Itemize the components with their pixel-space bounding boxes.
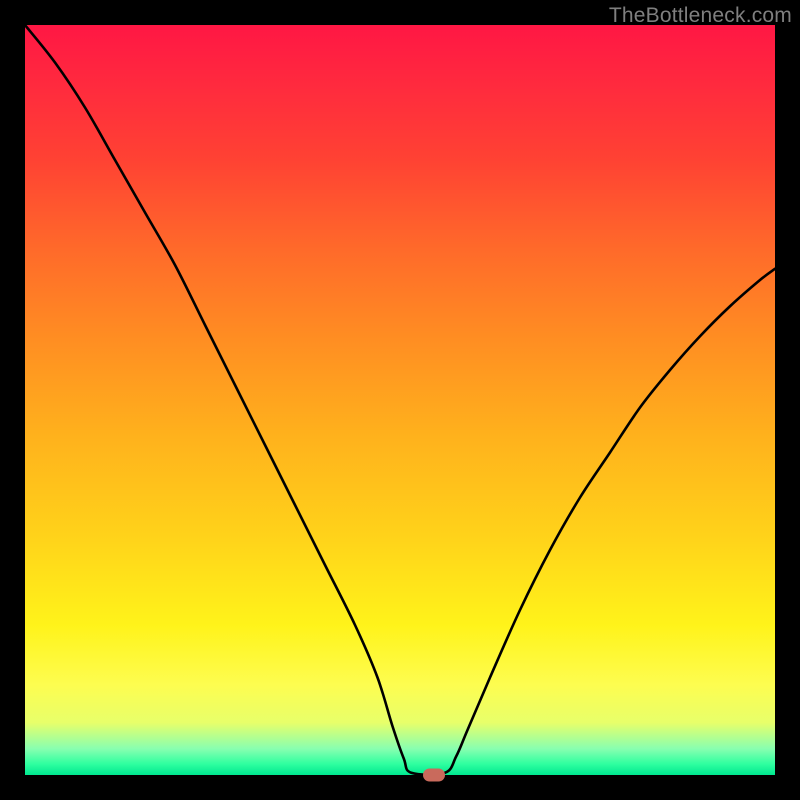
watermark-text: TheBottleneck.com [609,4,792,28]
plot-area [25,25,775,775]
optimal-point-marker [423,769,445,782]
plot-svg [25,25,775,775]
gradient-background [25,25,775,775]
chart-frame: TheBottleneck.com [0,0,800,800]
